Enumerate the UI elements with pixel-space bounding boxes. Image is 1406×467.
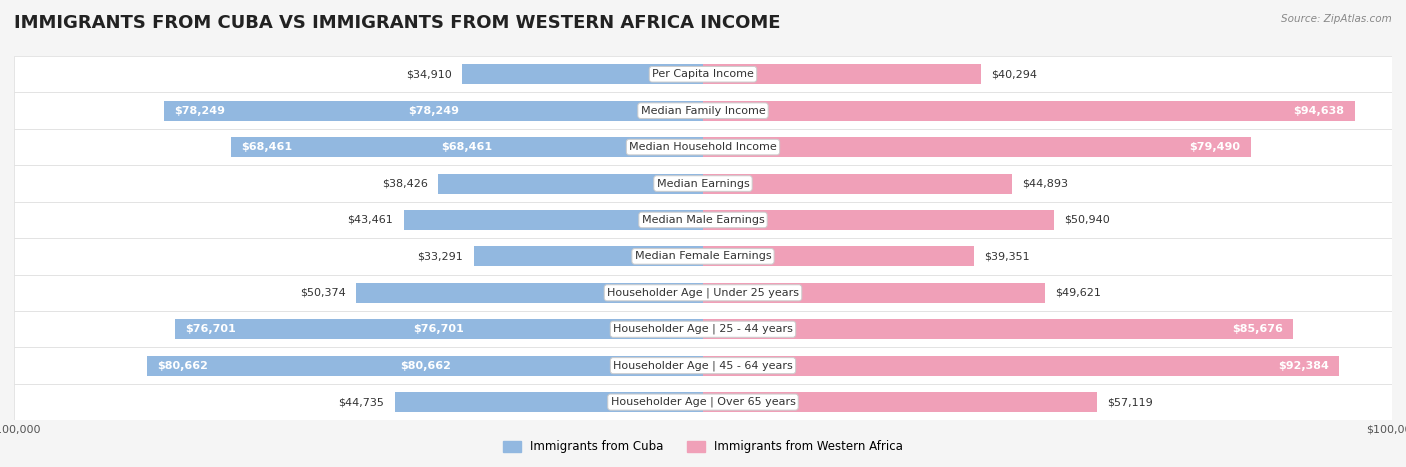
Text: $57,119: $57,119 <box>1107 397 1153 407</box>
Text: $78,249: $78,249 <box>408 106 458 116</box>
Text: Median Family Income: Median Family Income <box>641 106 765 116</box>
FancyBboxPatch shape <box>14 92 1392 129</box>
Text: $76,701: $76,701 <box>413 324 464 334</box>
Bar <box>703 247 974 266</box>
Text: Householder Age | Over 65 years: Householder Age | Over 65 years <box>610 397 796 407</box>
Text: $79,490: $79,490 <box>1189 142 1240 152</box>
FancyBboxPatch shape <box>14 347 1392 384</box>
Text: $78,249: $78,249 <box>174 106 225 116</box>
Bar <box>356 283 703 303</box>
FancyBboxPatch shape <box>14 275 1392 311</box>
Text: $38,426: $38,426 <box>382 178 427 189</box>
Text: $44,893: $44,893 <box>1022 178 1069 189</box>
FancyBboxPatch shape <box>14 311 1392 347</box>
Bar <box>232 137 703 157</box>
FancyBboxPatch shape <box>14 384 1392 420</box>
Text: Median Household Income: Median Household Income <box>628 142 778 152</box>
Text: $40,294: $40,294 <box>991 69 1038 79</box>
Text: Householder Age | Under 25 years: Householder Age | Under 25 years <box>607 288 799 298</box>
Text: $94,638: $94,638 <box>1294 106 1344 116</box>
FancyBboxPatch shape <box>14 202 1392 238</box>
Text: $34,910: $34,910 <box>406 69 453 79</box>
Bar <box>703 64 980 84</box>
Text: $44,735: $44,735 <box>339 397 384 407</box>
Text: Householder Age | 25 - 44 years: Householder Age | 25 - 44 years <box>613 324 793 334</box>
Text: IMMIGRANTS FROM CUBA VS IMMIGRANTS FROM WESTERN AFRICA INCOME: IMMIGRANTS FROM CUBA VS IMMIGRANTS FROM … <box>14 14 780 32</box>
Text: $49,621: $49,621 <box>1054 288 1101 298</box>
Text: Per Capita Income: Per Capita Income <box>652 69 754 79</box>
FancyBboxPatch shape <box>14 56 1392 92</box>
Text: $76,701: $76,701 <box>186 324 236 334</box>
Text: $43,461: $43,461 <box>347 215 394 225</box>
Bar <box>703 392 1097 412</box>
FancyBboxPatch shape <box>14 165 1392 202</box>
Bar <box>439 174 703 193</box>
Bar <box>463 64 703 84</box>
Text: $68,461: $68,461 <box>242 142 292 152</box>
Bar <box>703 356 1340 375</box>
Text: $80,662: $80,662 <box>399 361 450 371</box>
Text: $68,461: $68,461 <box>441 142 492 152</box>
Bar <box>703 283 1045 303</box>
Text: Source: ZipAtlas.com: Source: ZipAtlas.com <box>1281 14 1392 24</box>
Bar <box>703 319 1294 339</box>
Text: Median Male Earnings: Median Male Earnings <box>641 215 765 225</box>
Text: $80,662: $80,662 <box>157 361 208 371</box>
Text: Median Female Earnings: Median Female Earnings <box>634 251 772 262</box>
Text: Householder Age | 45 - 64 years: Householder Age | 45 - 64 years <box>613 361 793 371</box>
Bar <box>703 137 1251 157</box>
Bar <box>404 210 703 230</box>
FancyBboxPatch shape <box>14 238 1392 275</box>
Text: $33,291: $33,291 <box>418 251 464 262</box>
Bar <box>395 392 703 412</box>
Bar <box>703 101 1355 120</box>
Text: $50,374: $50,374 <box>299 288 346 298</box>
Bar <box>174 319 703 339</box>
Bar <box>703 210 1054 230</box>
Text: $39,351: $39,351 <box>984 251 1031 262</box>
Text: $92,384: $92,384 <box>1278 361 1329 371</box>
Bar <box>703 174 1012 193</box>
Text: $85,676: $85,676 <box>1232 324 1282 334</box>
Bar <box>148 356 703 375</box>
Text: Median Earnings: Median Earnings <box>657 178 749 189</box>
FancyBboxPatch shape <box>14 129 1392 165</box>
Legend: Immigrants from Cuba, Immigrants from Western Africa: Immigrants from Cuba, Immigrants from We… <box>498 436 908 458</box>
Text: $50,940: $50,940 <box>1064 215 1109 225</box>
Bar <box>165 101 703 120</box>
Bar <box>474 247 703 266</box>
